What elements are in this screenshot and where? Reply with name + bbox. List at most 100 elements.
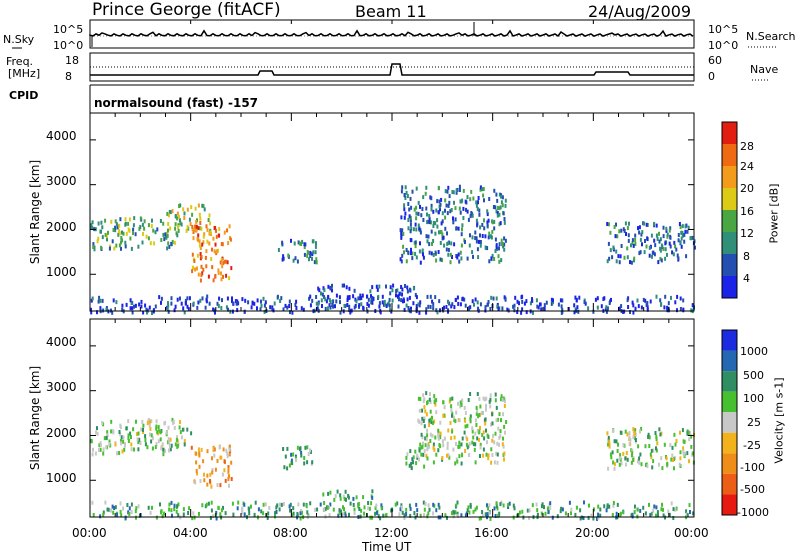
velocity-panel-cell bbox=[632, 435, 635, 440]
velocity-panel-cell bbox=[690, 444, 693, 449]
power-panel-cell bbox=[407, 218, 410, 222]
velocity-panel-cell bbox=[161, 514, 164, 519]
velocity-panel-cell bbox=[286, 466, 289, 471]
velocity-panel-colorbar-swatch bbox=[722, 350, 737, 372]
velocity-panel-cell bbox=[488, 503, 491, 508]
power-panel-cell bbox=[406, 289, 409, 294]
power-panel-cell bbox=[202, 234, 205, 239]
velocity-panel-cell bbox=[461, 453, 463, 458]
velocity-panel-cell bbox=[214, 467, 217, 472]
velocity-panel-cell bbox=[299, 516, 302, 521]
power-panel-cell bbox=[644, 298, 647, 303]
power-panel-cell bbox=[412, 286, 415, 291]
velocity-panel-cell bbox=[486, 512, 489, 517]
power-panel-cell bbox=[140, 299, 143, 304]
power-panel-cell bbox=[141, 240, 144, 245]
velocity-panel-cell bbox=[570, 511, 572, 516]
power-panel-cell bbox=[486, 223, 489, 228]
velocity-panel-cell bbox=[486, 433, 489, 438]
velocity-panel-cell bbox=[457, 444, 460, 449]
velocity-panel-cell bbox=[215, 510, 218, 515]
power-panel-cell bbox=[96, 239, 99, 244]
power-panel-cell bbox=[200, 226, 203, 231]
power-panel-cell bbox=[217, 233, 220, 238]
power-panel-cell bbox=[149, 241, 152, 246]
velocity-panel-cell bbox=[512, 503, 515, 508]
power-panel-cell bbox=[651, 254, 653, 259]
power-panel-cell bbox=[198, 212, 201, 217]
velocity-panel-cell bbox=[137, 440, 140, 445]
power-panel-cell bbox=[567, 307, 570, 311]
velocity-panel-cell bbox=[675, 439, 678, 443]
velocity-panel-cell bbox=[500, 418, 502, 423]
velocity-panel-cell bbox=[451, 411, 454, 416]
power-panel-cell bbox=[468, 306, 470, 311]
power-panel-cell bbox=[415, 186, 418, 191]
power-panel-cell bbox=[97, 299, 100, 304]
power-panel-cell bbox=[143, 226, 146, 231]
power-panel-cell bbox=[687, 225, 690, 230]
velocity-panel-cell bbox=[177, 513, 180, 518]
power-panel-cell bbox=[451, 255, 453, 259]
velocity-panel-cell bbox=[634, 428, 637, 433]
power-panel-cell bbox=[208, 231, 211, 236]
power-panel-cell bbox=[450, 208, 453, 212]
velocity-panel-cell bbox=[148, 432, 151, 437]
velocity-panel-cell bbox=[657, 513, 659, 518]
power-panel-cell bbox=[315, 241, 317, 246]
power-panel-cell bbox=[199, 246, 202, 250]
power-panel-cell bbox=[295, 299, 298, 304]
velocity-panel-cell bbox=[575, 505, 578, 510]
velocity-panel-cell bbox=[483, 418, 486, 423]
power-panel-cell bbox=[328, 298, 331, 303]
power-panel-cell bbox=[387, 301, 390, 306]
power-panel-cell bbox=[229, 237, 232, 242]
velocity-panel-cell bbox=[639, 452, 642, 457]
xtick-2000: 20:00 bbox=[575, 526, 610, 540]
velocity-panel-cell bbox=[157, 425, 160, 430]
velocity-panel-cell bbox=[227, 467, 230, 472]
velocity-panel-cell bbox=[435, 508, 438, 513]
power-panel-cell bbox=[352, 294, 355, 299]
power-panel-cell bbox=[451, 190, 454, 194]
power-panel-cell bbox=[125, 302, 128, 307]
velocity-panel-cell bbox=[682, 446, 685, 451]
power-panel-cell bbox=[402, 298, 405, 303]
velocity-panel-cell bbox=[491, 438, 494, 443]
power-panel-cell bbox=[282, 256, 285, 261]
power-cb-8: 8 bbox=[743, 250, 750, 263]
power-panel-cell bbox=[428, 216, 431, 221]
power-panel-cell bbox=[199, 278, 202, 283]
vel-cb-m1000: -1000 bbox=[737, 506, 769, 519]
velocity-panel-cell bbox=[456, 459, 459, 464]
power-panel-cell bbox=[615, 259, 618, 264]
power-panel-cell bbox=[682, 298, 685, 303]
power-panel-cell bbox=[303, 245, 306, 250]
power-panel-cell bbox=[303, 242, 306, 247]
velocity-panel-cell bbox=[482, 430, 485, 435]
velocity-panel-cell bbox=[423, 448, 426, 453]
power-panel-cell bbox=[504, 198, 507, 203]
velocity-panel-cell bbox=[427, 442, 430, 447]
velocity-panel-cell bbox=[416, 455, 419, 460]
velocity-panel-cell bbox=[206, 449, 209, 454]
power-panel-cell bbox=[573, 310, 576, 315]
power-panel-cell bbox=[96, 310, 98, 315]
velocity-panel-cell bbox=[299, 511, 302, 516]
power-panel-colorbar-swatch bbox=[722, 166, 737, 188]
velocity-panel-cell bbox=[450, 436, 453, 441]
velocity-panel-cell bbox=[428, 418, 431, 423]
power-panel-cell bbox=[550, 297, 553, 302]
power-panel-cell bbox=[504, 297, 507, 302]
velocity-panel-cell bbox=[129, 431, 132, 436]
power-panel-cell bbox=[479, 243, 482, 248]
power-panel-cell bbox=[415, 255, 418, 260]
power-panel-cell bbox=[654, 243, 657, 248]
power-panel-cell bbox=[629, 310, 631, 314]
velocity-panel-cell bbox=[626, 457, 629, 462]
power-panel-cell bbox=[649, 244, 652, 249]
velocity-panel-cell bbox=[314, 507, 317, 512]
power-panel-cell bbox=[677, 256, 680, 261]
velocity-panel-cell bbox=[485, 407, 487, 412]
power-colorbar-label: Power [dB] bbox=[767, 183, 781, 244]
